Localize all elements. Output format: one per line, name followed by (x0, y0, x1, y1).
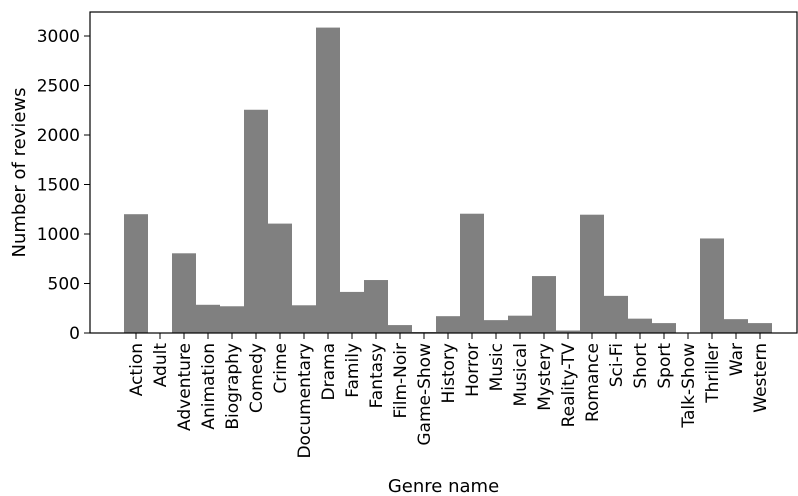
bar-horror (460, 213, 484, 333)
bar-romance (580, 214, 604, 333)
x-tick-label: Sci-Fi (607, 343, 627, 387)
bar-thriller (700, 238, 724, 333)
y-axis-label: Number of reviews (9, 87, 30, 257)
x-tick-label: Reality-TV (559, 343, 579, 428)
x-tick-label: Romance (583, 343, 603, 422)
bar-family (340, 291, 364, 333)
y-tick-label: 1000 (37, 225, 80, 245)
x-tick-label: Horror (463, 343, 483, 397)
x-tick-label: History (439, 343, 459, 403)
bar-sport (652, 323, 676, 333)
bar-crime (268, 223, 292, 333)
bar-comedy (244, 109, 268, 333)
x-tick-label: Action (127, 343, 147, 396)
bar-film-noir (388, 325, 412, 333)
x-tick-label: Drama (319, 343, 339, 400)
x-tick-label: Biography (223, 343, 243, 430)
bar-mystery (532, 276, 556, 333)
plot-frame (89, 11, 798, 334)
y-tick-label: 2000 (37, 126, 80, 146)
x-tick-label: Western (751, 343, 771, 413)
x-tick-label: War (727, 343, 747, 376)
x-tick-label: Animation (199, 343, 219, 430)
bar-short (628, 318, 652, 333)
y-tick-label: 0 (69, 324, 80, 344)
y-tick-label: 500 (48, 275, 80, 295)
bar-sci-fi (604, 295, 628, 333)
bar-drama (316, 27, 340, 334)
bar-musical (508, 315, 532, 333)
bar-fantasy (364, 280, 388, 333)
x-tick-label: Mystery (535, 343, 555, 411)
x-tick-label: Short (631, 343, 651, 389)
x-tick-label: Comedy (247, 343, 267, 413)
bar-animation (196, 304, 220, 333)
x-tick-label: Family (343, 343, 363, 398)
y-tick-label: 3000 (37, 27, 80, 47)
bar-documentary (292, 305, 316, 333)
x-tick-label: Documentary (295, 343, 315, 459)
x-tick-label: Talk-Show (679, 343, 699, 429)
x-axis-label: Genre name (388, 476, 499, 496)
y-tick-label: 2500 (37, 77, 80, 97)
y-ticks-group: 0 500 1000 1500 2000 2500 3000 (37, 27, 90, 344)
bar-action (124, 214, 148, 333)
bar-biography (220, 306, 244, 333)
bars-group (124, 27, 772, 334)
x-tick-label: Game-Show (415, 343, 435, 446)
x-tick-label: Adventure (175, 343, 195, 431)
x-tick-label: Thriller (703, 343, 723, 404)
x-tick-label: Film-Noir (391, 343, 411, 419)
x-tick-label: Crime (271, 343, 291, 394)
x-tick-label: Adult (151, 343, 171, 388)
bar-music (484, 320, 508, 333)
bar-reality-tv (556, 330, 580, 333)
bar-adventure (172, 253, 196, 333)
x-tick-label: Musical (511, 343, 531, 407)
x-tick-label: Sport (655, 343, 675, 389)
x-tick-label: Fantasy (367, 343, 387, 408)
bar-western (748, 323, 772, 333)
x-tick-label: Music (487, 343, 507, 391)
x-ticks-group: Action Adult Adventure Animation Biography Co… (127, 333, 771, 459)
bar-war (724, 319, 748, 333)
bar-history (436, 316, 460, 333)
y-tick-label: 1500 (37, 176, 80, 196)
